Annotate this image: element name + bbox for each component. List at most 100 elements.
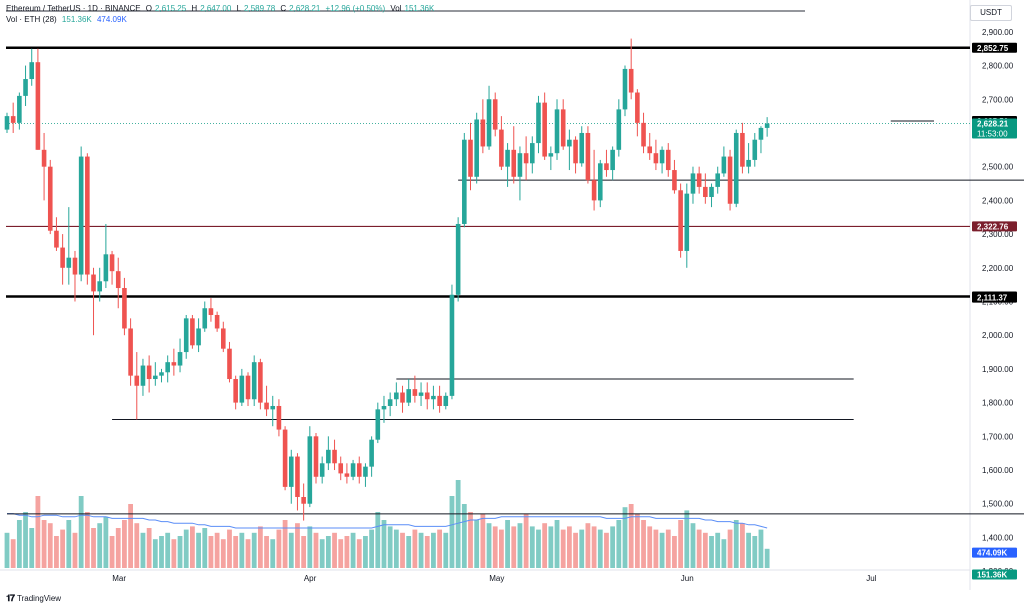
candle-body — [363, 466, 368, 477]
y-tick-label: 2,300.00 — [982, 230, 1014, 239]
volume-bar — [424, 536, 430, 568]
tradingview-brand[interactable]: 𝟏𝟕 TradingView — [6, 593, 61, 604]
volume-bar — [140, 532, 146, 568]
candle-body — [78, 156, 84, 275]
high-label: H — [191, 4, 198, 13]
volume-bar — [60, 529, 66, 568]
open-label: O — [145, 4, 153, 13]
candle-body — [709, 186, 714, 198]
y-tick-label: 2,900.00 — [982, 28, 1014, 37]
candle-body — [622, 68, 628, 110]
volume-bar — [468, 512, 473, 568]
volume-bar — [443, 532, 449, 568]
volume-ma-line — [7, 513, 768, 529]
volume-bar — [146, 528, 152, 568]
candle-body — [66, 257, 72, 268]
volume-bar — [16, 520, 22, 568]
candle-body — [214, 314, 220, 329]
volume-bar — [84, 512, 90, 568]
level-price-label-box — [972, 221, 1017, 232]
candle-body — [233, 379, 238, 403]
candle-body — [406, 389, 411, 403]
volume-bar — [449, 496, 455, 568]
vol-ma-label[interactable]: Vol · ETH (28) — [6, 15, 57, 24]
volume-bar — [159, 536, 164, 568]
symbol-title[interactable]: Ethereum / TetherUS · 1D · BINANCE — [6, 4, 141, 13]
candle-body — [17, 95, 22, 123]
y-tick-label: 2,200.00 — [982, 264, 1014, 273]
close-label: C — [280, 4, 287, 13]
price-label: 474.09K — [977, 549, 1007, 558]
volume-bar — [746, 532, 751, 568]
candle-body — [282, 429, 288, 487]
candle-body — [554, 109, 560, 154]
candle-body — [635, 92, 640, 123]
candle-body — [530, 143, 535, 164]
candle-body — [665, 149, 671, 171]
candle-body — [517, 153, 523, 177]
volume-bar — [764, 548, 770, 568]
candle-body — [585, 132, 591, 181]
candle-body — [4, 116, 10, 130]
volume-bar — [91, 528, 96, 568]
candle-body — [171, 362, 177, 366]
volume-bar — [66, 520, 72, 568]
volume-bar — [653, 529, 659, 568]
volume-bar — [715, 532, 721, 568]
candle-body — [239, 375, 245, 403]
price-label-box — [972, 292, 1017, 303]
candle-body — [202, 308, 208, 329]
candle-body — [41, 149, 47, 167]
y-tick-label: 2,000.00 — [982, 331, 1014, 340]
volume-bar — [610, 526, 616, 568]
candle-body — [60, 247, 65, 268]
candle-body — [326, 449, 331, 464]
volume-bar — [282, 520, 288, 568]
candle-body — [109, 254, 115, 272]
candle-body — [177, 352, 183, 366]
volume-bar — [412, 529, 418, 568]
volume-bar — [381, 520, 387, 568]
volume-bar — [517, 523, 523, 568]
candle-body — [332, 449, 337, 464]
candle-body — [23, 79, 28, 96]
volume-bar — [29, 528, 35, 568]
price-label: 151.36K — [977, 571, 1007, 580]
volume-bar — [727, 529, 733, 568]
candle-body — [764, 123, 770, 128]
volume-bar — [4, 532, 10, 568]
volume-bar — [579, 529, 585, 568]
candle-body — [387, 399, 393, 406]
volume-bar — [486, 523, 492, 568]
candle-body — [72, 257, 78, 275]
candle-body — [221, 328, 226, 349]
candle-body — [47, 166, 53, 231]
volume-bar — [492, 526, 498, 568]
volume-bar — [505, 520, 510, 568]
volume-bar — [536, 529, 541, 568]
volume-bar — [202, 528, 208, 568]
volume-bar — [709, 536, 714, 568]
candle-body — [610, 149, 615, 171]
volume-bar — [103, 516, 109, 568]
volume-bar — [227, 529, 232, 568]
candle-body — [146, 365, 152, 380]
candle-body — [35, 62, 41, 150]
volume-bar — [622, 507, 628, 568]
y-tick-label: 1,700.00 — [982, 432, 1014, 441]
candle-body — [443, 395, 449, 406]
volume-bar — [437, 529, 442, 568]
candle-body — [313, 436, 319, 477]
candle-body — [542, 102, 547, 157]
candle-body — [276, 405, 282, 430]
level-price-label-box — [972, 42, 1017, 53]
volume-legend: Vol · ETH (28) 151.36K 474.09K — [6, 15, 130, 24]
candle-body — [344, 473, 350, 477]
candle-body — [424, 392, 430, 400]
candle-body — [727, 156, 733, 204]
candle-body — [431, 395, 436, 400]
candle-body — [394, 392, 399, 400]
volume-bar — [319, 539, 325, 568]
currency-button[interactable]: USDT — [970, 5, 1012, 21]
